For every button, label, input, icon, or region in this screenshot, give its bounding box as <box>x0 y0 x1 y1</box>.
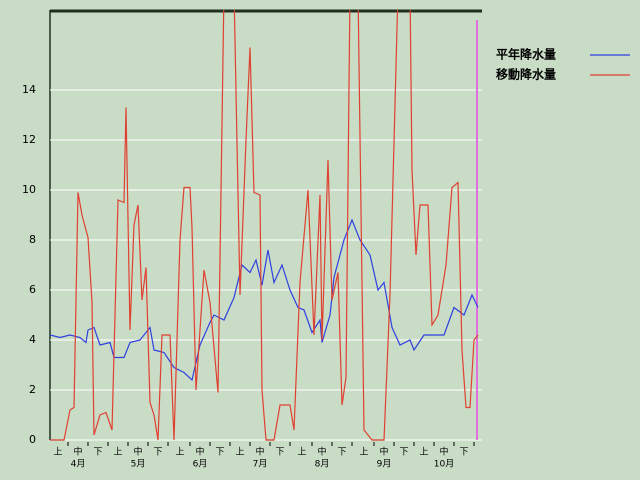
month-label: 9月 <box>377 459 392 470</box>
month-label: 6月 <box>193 459 208 470</box>
x-tick-label: 中 <box>439 446 448 458</box>
series-line <box>50 218 479 382</box>
y-tick-label: 8 <box>29 233 36 246</box>
legend-label: 移動降水量 <box>496 67 556 82</box>
x-tick-label: 下 <box>93 448 102 458</box>
y-tick-label: 2 <box>29 383 36 396</box>
x-tick-label: 中 <box>195 446 204 458</box>
x-tick-label: 上 <box>235 447 244 458</box>
x-tick-label: 中 <box>73 446 82 458</box>
legend-label: 平年降水量 <box>496 47 556 62</box>
x-tick-label: 中 <box>317 446 326 458</box>
x-tick-label: 上 <box>53 447 62 458</box>
y-tick-label: 6 <box>29 283 36 296</box>
x-tick-label: 中 <box>379 446 388 458</box>
month-label: 8月 <box>315 459 330 470</box>
y-tick-label: 0 <box>29 433 36 446</box>
y-tick-label: 4 <box>29 333 36 346</box>
x-tick-label: 上 <box>359 447 368 458</box>
series-line <box>50 10 479 441</box>
x-tick-label: 下 <box>275 448 284 458</box>
x-tick-label: 下 <box>153 448 162 458</box>
x-tick-label: 上 <box>175 447 184 458</box>
x-tick-label: 上 <box>419 447 428 458</box>
month-label: 4月 <box>71 459 86 470</box>
x-tick-label: 下 <box>215 448 224 458</box>
x-tick-label: 上 <box>297 447 306 458</box>
x-tick-label: 下 <box>399 448 408 458</box>
y-tick-label: 12 <box>22 133 36 146</box>
x-tick-label: 中 <box>255 446 264 458</box>
month-label: 5月 <box>131 459 146 470</box>
x-tick-label: 中 <box>133 446 142 458</box>
x-tick-label: 下 <box>459 448 468 458</box>
y-tick-label: 10 <box>22 183 36 196</box>
x-tick-label: 下 <box>337 448 346 458</box>
month-label: 10月 <box>434 459 454 470</box>
x-tick-label: 上 <box>113 447 122 458</box>
plot-area <box>50 10 479 441</box>
month-label: 7月 <box>253 459 268 470</box>
y-tick-label: 14 <box>22 83 36 96</box>
